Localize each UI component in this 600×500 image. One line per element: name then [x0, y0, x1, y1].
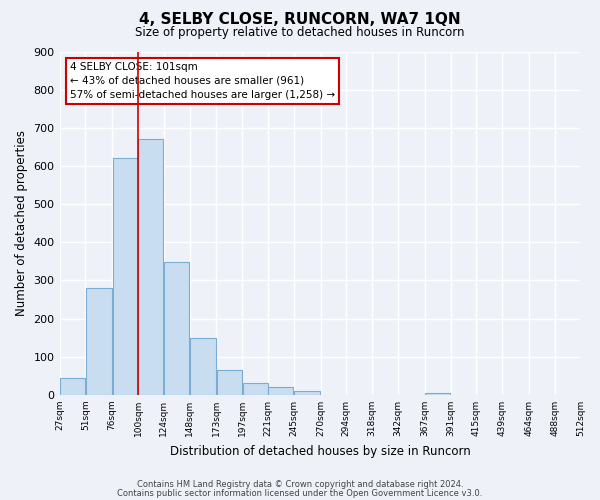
- Bar: [294, 391, 320, 395]
- Text: 4, SELBY CLOSE, RUNCORN, WA7 1QN: 4, SELBY CLOSE, RUNCORN, WA7 1QN: [139, 12, 461, 28]
- X-axis label: Distribution of detached houses by size in Runcorn: Distribution of detached houses by size …: [170, 444, 470, 458]
- Bar: [60, 378, 85, 395]
- Text: 4 SELBY CLOSE: 101sqm
← 43% of detached houses are smaller (961)
57% of semi-det: 4 SELBY CLOSE: 101sqm ← 43% of detached …: [70, 62, 335, 100]
- Bar: [242, 382, 268, 395]
- Bar: [139, 140, 163, 395]
- Text: Contains public sector information licensed under the Open Government Licence v3: Contains public sector information licen…: [118, 488, 482, 498]
- Bar: [113, 158, 137, 395]
- Bar: [190, 338, 216, 395]
- Bar: [86, 288, 112, 395]
- Bar: [268, 388, 293, 395]
- Bar: [425, 393, 450, 395]
- Bar: [217, 370, 242, 395]
- Text: Size of property relative to detached houses in Runcorn: Size of property relative to detached ho…: [135, 26, 465, 39]
- Bar: [164, 262, 189, 395]
- Text: Contains HM Land Registry data © Crown copyright and database right 2024.: Contains HM Land Registry data © Crown c…: [137, 480, 463, 489]
- Y-axis label: Number of detached properties: Number of detached properties: [15, 130, 28, 316]
